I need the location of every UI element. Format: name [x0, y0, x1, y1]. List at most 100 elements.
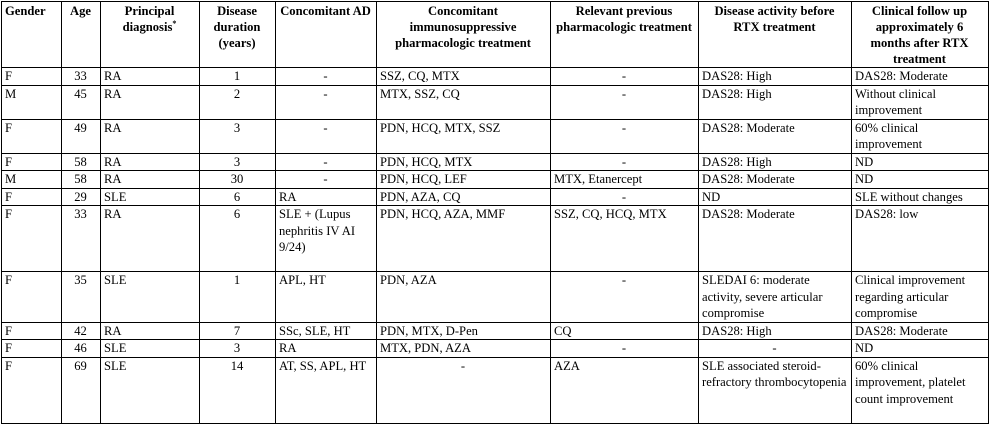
table-row: F 46 SLE 3 RA MTX, PDN, AZA - - ND	[1, 339, 989, 358]
cell-previous: MTX, Etanercept	[550, 170, 699, 189]
cell-previous: -	[550, 118, 699, 154]
cell-ad: AT, SS, APL, HT	[275, 356, 377, 424]
cell-ad: RA	[275, 339, 377, 358]
cell-treatment: -	[376, 356, 551, 424]
header-previous: Relevant previous pharmacologic treatmen…	[550, 1, 699, 68]
header-gender: Gender	[1, 1, 62, 68]
cell-previous: -	[550, 187, 699, 206]
cell-duration: 14	[199, 356, 276, 424]
cell-gender: F	[1, 356, 62, 424]
cell-treatment: PDN, HCQ, LEF	[376, 170, 551, 189]
cell-followup: SLE without changes	[851, 187, 989, 206]
cell-duration: 3	[199, 118, 276, 154]
cell-duration: 7	[199, 321, 276, 340]
cell-duration: 2	[199, 84, 276, 120]
cell-age: 49	[61, 118, 101, 154]
cell-before: ND	[698, 187, 852, 206]
cell-ad: -	[275, 152, 377, 171]
cell-before: DAS28: Moderate	[698, 118, 852, 154]
cell-duration: 30	[199, 170, 276, 189]
header-diagnosis-label: Principal diagnosis	[122, 4, 175, 34]
header-age: Age	[61, 1, 101, 68]
cell-previous: -	[550, 271, 699, 323]
cell-age: 33	[61, 67, 101, 86]
cell-diagnosis: SLE	[100, 187, 200, 206]
cell-treatment: MTX, SSZ, CQ	[376, 84, 551, 120]
cell-followup: ND	[851, 339, 989, 358]
cell-diagnosis: SLE	[100, 271, 200, 323]
table-row: F 35 SLE 1 APL, HT PDN, AZA - SLEDAI 6: moderat…	[1, 271, 989, 323]
table-row: F 33 RA 6 SLE + (Lupus nephritis IV AI 9/24)…	[1, 205, 989, 272]
cell-before: DAS28: Moderate	[698, 170, 852, 189]
cell-diagnosis: RA	[100, 84, 200, 120]
cell-gender: F	[1, 67, 62, 86]
table-row: F 58 RA 3- PDN, HCQ, MTX - DAS28: High ND	[1, 152, 989, 171]
cell-ad: APL, HT	[275, 271, 377, 323]
cell-treatment: PDN, MTX, D-Pen	[376, 321, 551, 340]
cell-diagnosis: RA	[100, 118, 200, 154]
header-before: Disease activity before RTX treatment	[698, 1, 852, 68]
cell-previous: -	[550, 339, 699, 358]
cell-diagnosis: RA	[100, 321, 200, 340]
cell-followup: 60% clinical improvement	[851, 118, 989, 154]
cell-diagnosis: RA	[100, 152, 200, 171]
cell-before: DAS28: High	[698, 67, 852, 86]
cell-gender: F	[1, 321, 62, 340]
cell-ad: -	[275, 118, 377, 154]
cell-ad: RA	[275, 187, 377, 206]
table-header: Gender Age Principal diagnosis* Disease …	[1, 1, 989, 68]
table-body: F 33 RA 1- SSZ, CQ, MTX - DAS28: High DAS28: Mo…	[1, 67, 989, 424]
cell-duration: 3	[199, 339, 276, 358]
header-diagnosis-footnote-mark: *	[172, 18, 177, 28]
cell-treatment: PDN, HCQ, AZA, MMF	[376, 205, 551, 272]
table-row: F 42 RA 7 SSc, SLE, HT PDN, MTX, D-Pen CQ DAS28…	[1, 321, 989, 340]
header-diagnosis: Principal diagnosis*	[100, 1, 200, 68]
cell-age: 58	[61, 152, 101, 171]
cell-ad: -	[275, 84, 377, 120]
cell-diagnosis: RA	[100, 205, 200, 272]
cell-gender: F	[1, 152, 62, 171]
cell-diagnosis: RA	[100, 67, 200, 86]
cell-ad: SLE + (Lupus nephritis IV AI 9/24)	[275, 205, 377, 272]
cell-age: 46	[61, 339, 101, 358]
cell-gender: M	[1, 170, 62, 189]
cell-duration: 1	[199, 67, 276, 86]
cell-previous: CQ	[550, 321, 699, 340]
cell-diagnosis: RA	[100, 170, 200, 189]
cell-duration: 6	[199, 205, 276, 272]
cell-gender: F	[1, 339, 62, 358]
cell-followup: DAS28: Moderate	[851, 321, 989, 340]
cell-followup: 60% clinical improvement, platelet count…	[851, 356, 989, 424]
cell-age: 69	[61, 356, 101, 424]
cell-age: 35	[61, 271, 101, 323]
cell-previous: -	[550, 152, 699, 171]
cell-gender: F	[1, 187, 62, 206]
cell-treatment: PDN, AZA	[376, 271, 551, 323]
cell-age: 29	[61, 187, 101, 206]
cell-diagnosis: SLE	[100, 339, 200, 358]
cell-followup: Clinical improvement regarding articular…	[851, 271, 989, 323]
cell-gender: F	[1, 271, 62, 323]
header-row: Gender Age Principal diagnosis* Disease …	[1, 1, 989, 68]
cell-treatment: SSZ, CQ, MTX	[376, 67, 551, 86]
cell-gender: F	[1, 205, 62, 272]
table-row: M 58 RA 30- PDN, HCQ, LEF MTX, Etanercept DAS2…	[1, 170, 989, 189]
cell-previous: -	[550, 84, 699, 120]
header-treatment: Concomitant immunosuppressive pharmacolo…	[376, 1, 551, 68]
cell-treatment: PDN, AZA, CQ	[376, 187, 551, 206]
cell-followup: DAS28: Moderate	[851, 67, 989, 86]
header-duration: Disease duration (years)	[199, 1, 276, 68]
cell-before: DAS28: Moderate	[698, 205, 852, 272]
cell-previous: -	[550, 67, 699, 86]
cell-age: 33	[61, 205, 101, 272]
table-row: F 29 SLE 6 RA PDN, AZA, CQ - ND SLE without chan…	[1, 187, 989, 206]
cell-before: DAS28: High	[698, 321, 852, 340]
header-ad: Concomitant AD	[275, 1, 377, 68]
cell-duration: 6	[199, 187, 276, 206]
cell-followup: ND	[851, 170, 989, 189]
cell-previous: SSZ, CQ, HCQ, MTX	[550, 205, 699, 272]
cell-ad: -	[275, 170, 377, 189]
cell-followup: ND	[851, 152, 989, 171]
table-row: F 49 RA 3- PDN, HCQ, MTX, SSZ - DAS28: Moderat…	[1, 118, 989, 154]
